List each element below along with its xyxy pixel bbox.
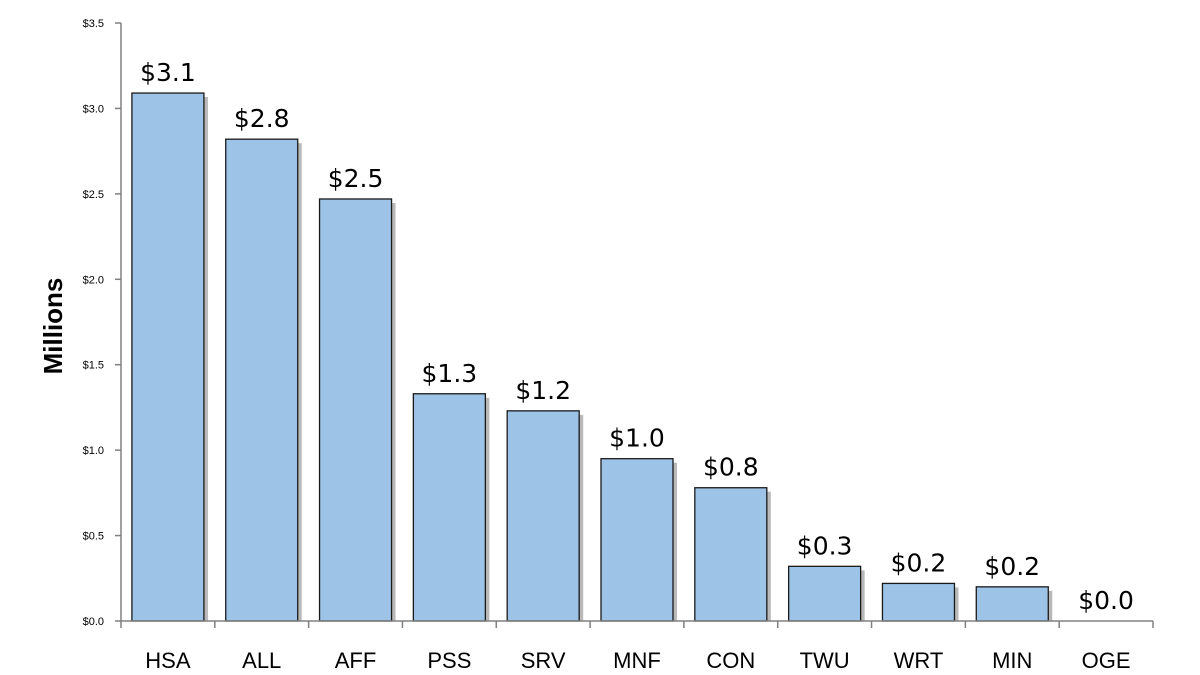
x-tick-label: MNF	[613, 648, 661, 673]
labels-group: $3.1 HSA $2.8 ALL $2.5 AFF $1.3 PSS $1.2 SRV $1.0 M…	[83, 18, 1134, 673]
bar-all	[225, 138, 299, 622]
data-label: $1.0	[609, 424, 665, 453]
x-tick-label: TWU	[800, 648, 850, 673]
data-label: $0.8	[703, 453, 759, 482]
data-label: $0.3	[797, 531, 853, 560]
bar-mnf	[600, 458, 674, 622]
y-tick-label: $0.5	[83, 531, 104, 543]
x-tick-label: SRV	[521, 648, 566, 673]
x-tick-label: MIN	[992, 648, 1032, 673]
data-label: $0.0	[1078, 586, 1134, 615]
bar-srv	[506, 410, 580, 622]
y-tick-label: $0.0	[83, 616, 104, 628]
bar-pss	[412, 393, 487, 622]
bar-min	[975, 586, 1049, 622]
bar-con	[694, 487, 768, 622]
axes-group	[115, 22, 1154, 628]
data-label: $3.1	[140, 58, 196, 87]
x-tick-label: AFF	[335, 648, 377, 673]
y-tick-label: $2.5	[83, 189, 104, 201]
y-tick-label: $1.0	[83, 445, 104, 457]
bar-wrt	[881, 582, 956, 622]
data-label: $1.2	[515, 376, 571, 405]
y-tick-label: $2.0	[83, 274, 104, 286]
x-tick-label: PSS	[427, 648, 471, 673]
y-axis-label: Millions	[38, 278, 68, 375]
x-tick-label: WRT	[894, 648, 944, 673]
y-tick-label: $3.0	[83, 103, 104, 115]
bars-group	[131, 92, 1053, 622]
bar-hsa	[131, 92, 205, 622]
bar-twu	[787, 565, 862, 622]
x-tick-label: CON	[706, 648, 755, 673]
bar-aff	[318, 198, 393, 622]
x-tick-label: ALL	[242, 648, 281, 673]
x-tick-label: HSA	[145, 648, 191, 673]
data-label: $1.3	[422, 359, 478, 388]
data-label: $0.2	[984, 552, 1040, 581]
data-label: $0.2	[891, 548, 947, 577]
data-label: $2.5	[328, 164, 384, 193]
x-tick-label: OGE	[1082, 648, 1131, 673]
data-label: $2.8	[234, 104, 290, 133]
y-tick-label: $3.5	[83, 18, 104, 30]
y-tick-label: $1.5	[83, 360, 104, 372]
